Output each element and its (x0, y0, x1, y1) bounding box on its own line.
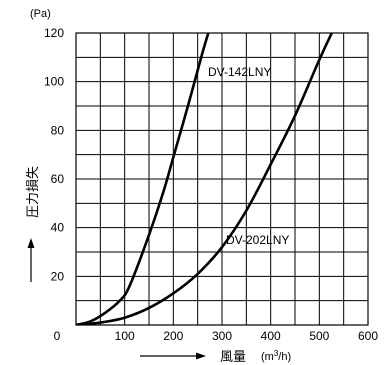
y-tick-label-100: 100 (44, 75, 64, 89)
x-tick-label-100: 100 (115, 329, 135, 343)
x-tick-label-200: 200 (163, 329, 183, 343)
y-tick-labels: 20 40 60 80 100 120 (44, 26, 64, 283)
y-tick-label-120: 120 (44, 26, 64, 40)
x-axis-title-group: 風量 (m3/h) (140, 349, 291, 364)
x-axis-unit: (m3/h) (261, 349, 291, 363)
y-axis-title: 圧力損失 (25, 166, 40, 218)
x-tick-label-0: 0 (54, 329, 61, 343)
plot-frame (75, 32, 369, 326)
series-line-dv-142lny (76, 33, 210, 325)
y-tick-label-80: 80 (51, 123, 65, 137)
y-axis-title-group: 圧力損失 (25, 166, 40, 282)
curves (76, 33, 334, 325)
x-tick-label-400: 400 (261, 329, 281, 343)
x-tick-label-600: 600 (358, 329, 378, 343)
x-tick-label-300: 300 (212, 329, 232, 343)
y-tick-label-40: 40 (51, 221, 65, 235)
series-line-dv-202lny (76, 33, 334, 325)
series-label-dv-142lny: DV-142LNY (208, 65, 271, 79)
y-unit-label: (Pa) (30, 8, 51, 20)
y-tick-label-60: 60 (51, 172, 65, 186)
series-label-dv-202lny: DV-202LNY (226, 233, 289, 247)
x-axis-arrow-head (196, 352, 206, 360)
y-axis-arrow-head (27, 238, 35, 248)
x-tick-label-500: 500 (309, 329, 329, 343)
y-tick-label-20: 20 (51, 269, 65, 283)
x-tick-labels: 0 100 200 300 400 500 600 (54, 329, 379, 343)
x-axis-title: 風量 (220, 349, 246, 364)
